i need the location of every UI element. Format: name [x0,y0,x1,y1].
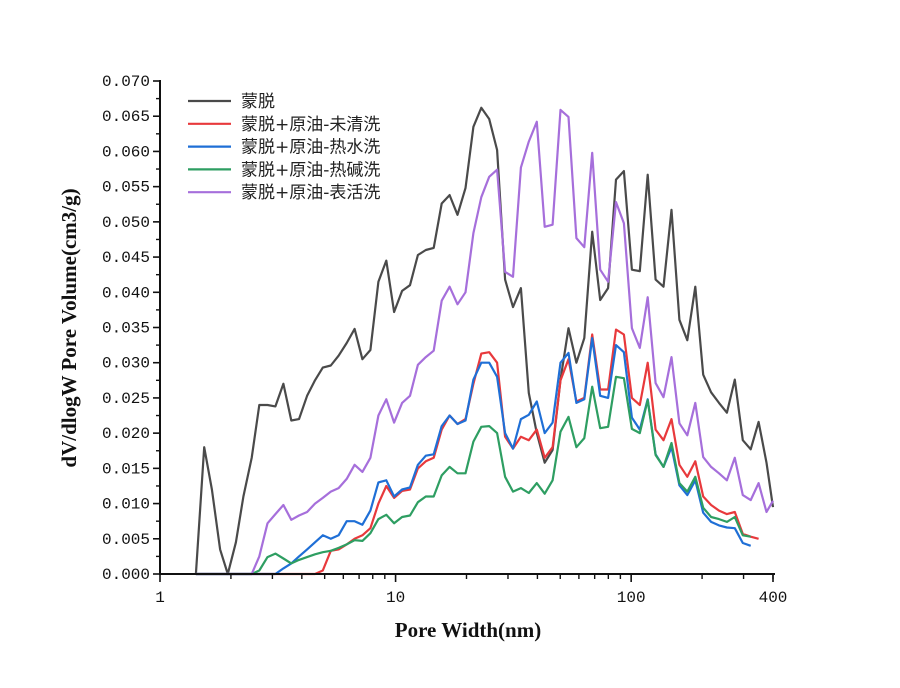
y-axis-label: dV/dlogW Pore Volume(cm3/g) [57,188,81,467]
y-tick-label: 0.035 [102,320,150,338]
legend-label-3: 蒙脱+原油-热碱洗 [241,160,380,180]
legend-label-2: 蒙脱+原油-热水洗 [241,138,380,158]
y-tick-label: 0.070 [102,73,150,91]
y-tick-label: 0.000 [102,566,150,584]
y-tick-label: 0.010 [102,496,150,514]
series-line-3 [195,375,751,576]
y-tick-label: 0.065 [102,108,150,126]
y-tick-label: 0.030 [102,355,150,373]
y-tick-label: 0.050 [102,214,150,232]
legend-label-4: 蒙脱+原油-表活洗 [241,183,380,203]
y-tick-label: 0.045 [102,249,150,267]
y-tick-label: 0.060 [102,143,150,161]
x-tick-label: 1 [155,589,165,607]
legend-label-1: 蒙脱+原油-未清洗 [241,115,380,135]
y-tick-label: 0.040 [102,284,150,302]
x-tick-label: 10 [386,589,405,607]
x-tick-label: 400 [759,589,788,607]
y-tick-label: 0.005 [102,531,150,549]
x-tick-label: 100 [617,589,646,607]
series-line-0 [194,106,775,576]
legend-label-0: 蒙脱 [241,92,275,112]
x-axis-label: Pore Width(nm) [395,618,541,642]
y-tick-label: 0.020 [102,425,150,443]
series-line-4 [195,108,774,576]
y-tick-label: 0.025 [102,390,150,408]
axes: 0.000 0.005 0.010 0.015 0.020 0.025 0.030 0.035… [102,73,787,607]
y-tick-label: 0.015 [102,460,150,478]
y-tick-label: 0.055 [102,179,150,197]
